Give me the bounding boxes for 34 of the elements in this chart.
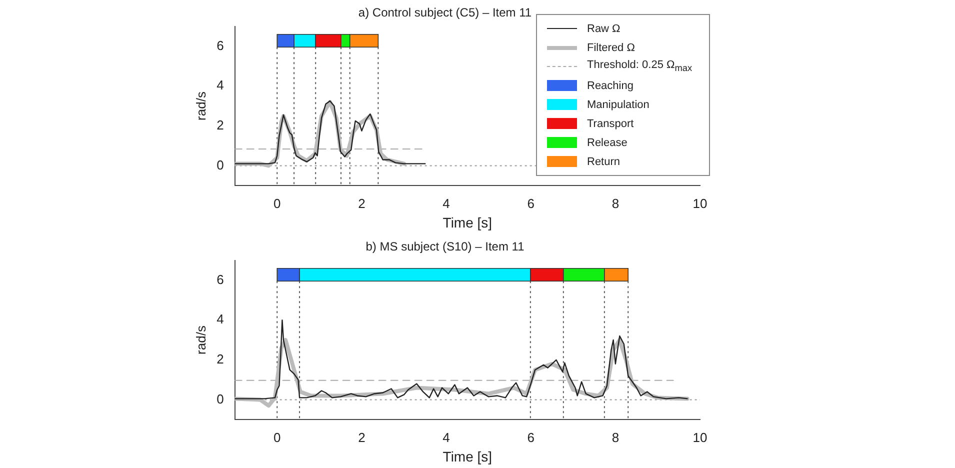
x-tick-label: 10 (692, 196, 708, 211)
y-tick-label: 0 (216, 157, 224, 172)
legend-label: Filtered Ω (587, 42, 635, 54)
y-tick-label: 0 (216, 391, 224, 406)
y-axis-title: rad/s (193, 91, 208, 120)
x-tick-label: 8 (612, 196, 620, 211)
x-tick-label: 0 (274, 196, 281, 211)
chart-title: a) Control subject (C5) – Item 11 (358, 6, 532, 20)
x-tick-label: 8 (612, 430, 620, 445)
y-tick-label: 6 (216, 38, 224, 53)
legend-label: Return (587, 156, 620, 168)
legend-label: Reaching (587, 80, 634, 92)
legend-label: Release (587, 136, 628, 148)
y-tick-label: 2 (216, 351, 224, 366)
x-tick-label: 6 (527, 430, 534, 445)
y-axis-title: rad/s (193, 325, 208, 354)
legend-label: Transport (587, 118, 634, 130)
y-tick-label: 4 (216, 78, 224, 93)
y-tick-label: 6 (216, 272, 224, 287)
x-tick-label: 4 (442, 430, 450, 445)
legend-label: Manipulation (587, 98, 650, 110)
x-axis-title: Time [s] (442, 214, 492, 230)
legend-label: Threshold: 0.25 Ω$_{max}$ (587, 59, 692, 74)
x-axis-title: Time [s] (442, 448, 492, 464)
y-tick-label: 4 (216, 312, 224, 327)
y-tick-label: 2 (216, 117, 224, 132)
x-tick-label: 6 (527, 196, 534, 211)
x-tick-label: 4 (442, 196, 450, 211)
x-tick-label: 10 (692, 430, 708, 445)
x-tick-label: 0 (274, 430, 281, 445)
legend-label: Raw Ω (587, 22, 620, 34)
x-tick-label: 2 (358, 430, 366, 445)
chart-title: b) MS subject (S10) – Item 11 (366, 240, 525, 254)
x-tick-label: 2 (358, 196, 366, 211)
